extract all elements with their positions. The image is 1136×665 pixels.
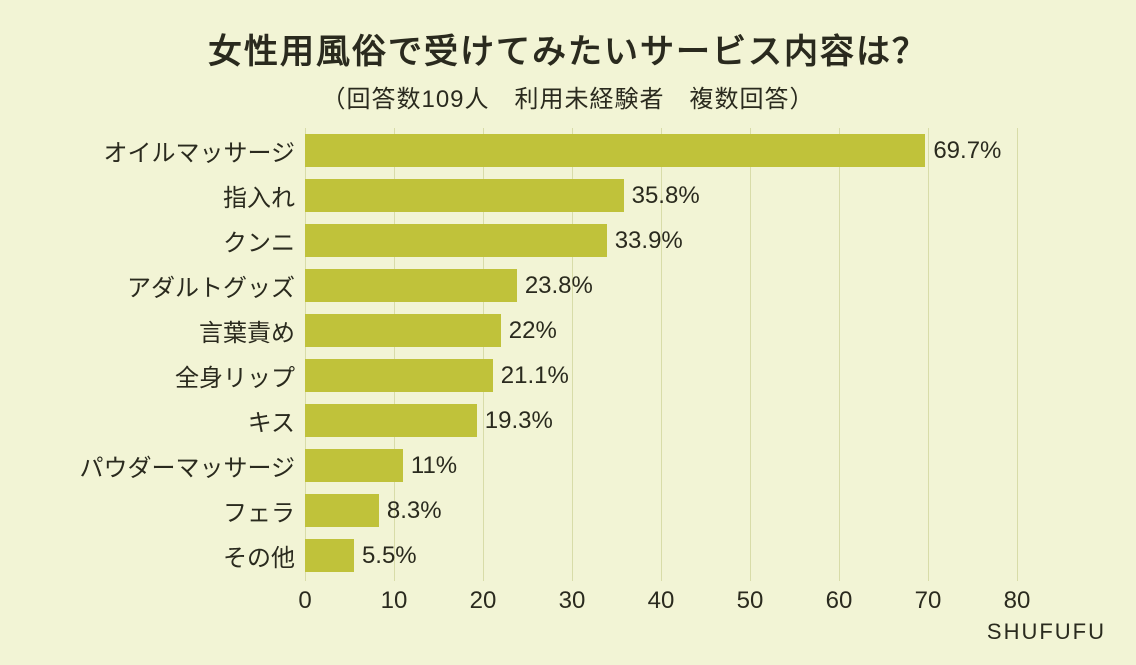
y-label: フェラ bbox=[30, 488, 295, 533]
bar-row: 35.8% bbox=[305, 173, 1106, 218]
x-tick: 40 bbox=[648, 587, 675, 615]
y-label: 指入れ bbox=[30, 173, 295, 218]
y-label: その他 bbox=[30, 533, 295, 578]
x-axis: 0 10 20 30 40 50 60 70 80 bbox=[30, 587, 1106, 617]
bar-row: 33.9% bbox=[305, 218, 1106, 263]
y-label: クンニ bbox=[30, 218, 295, 263]
bar bbox=[305, 359, 493, 392]
y-label: キス bbox=[30, 398, 295, 443]
bar-value: 8.3% bbox=[387, 497, 442, 525]
bar-value: 69.7% bbox=[933, 137, 1001, 165]
x-tick: 80 bbox=[1004, 587, 1031, 615]
bar bbox=[305, 314, 501, 347]
bar-row: 8.3% bbox=[305, 488, 1106, 533]
bar bbox=[305, 269, 517, 302]
bar bbox=[305, 539, 354, 572]
bar-row: 22% bbox=[305, 308, 1106, 353]
x-tick: 0 bbox=[298, 587, 311, 615]
bar bbox=[305, 179, 624, 212]
x-tick: 70 bbox=[915, 587, 942, 615]
bars-area: 69.7% 35.8% 33.9% 23.8% 22% 21.1% 19.3% 11% 8.3%… bbox=[305, 128, 1106, 581]
x-tick: 30 bbox=[559, 587, 586, 615]
bar-value: 33.9% bbox=[615, 227, 683, 255]
bar-value: 35.8% bbox=[632, 182, 700, 210]
bar bbox=[305, 494, 379, 527]
y-axis-labels: オイルマッサージ指入れクンニアダルトグッズ言葉責め全身リップキスパウダーマッサー… bbox=[30, 128, 305, 581]
x-axis-ticks: 01020304050607080 bbox=[305, 587, 1106, 617]
bar-value: 11% bbox=[411, 452, 457, 480]
y-label: 言葉責め bbox=[30, 308, 295, 353]
bar-row: 19.3% bbox=[305, 398, 1106, 443]
bar-row: 11% bbox=[305, 443, 1106, 488]
x-tick: 10 bbox=[381, 587, 408, 615]
plot-area: オイルマッサージ指入れクンニアダルトグッズ言葉責め全身リップキスパウダーマッサー… bbox=[30, 128, 1106, 581]
bar-value: 5.5% bbox=[362, 542, 417, 570]
bar bbox=[305, 224, 607, 257]
x-axis-spacer bbox=[30, 587, 305, 617]
y-label: 全身リップ bbox=[30, 353, 295, 398]
bar-value: 23.8% bbox=[525, 272, 593, 300]
bar bbox=[305, 449, 403, 482]
bar-row: 21.1% bbox=[305, 353, 1106, 398]
y-label: オイルマッサージ bbox=[30, 128, 295, 173]
chart-subtitle: （回答数109人 利用未経験者 複数回答） bbox=[30, 79, 1106, 114]
bar bbox=[305, 404, 477, 437]
brand-label: SHUFUFU bbox=[30, 619, 1106, 645]
bar-row: 23.8% bbox=[305, 263, 1106, 308]
y-label: パウダーマッサージ bbox=[30, 443, 295, 488]
chart-container: 女性用風俗で受けてみたいサービス内容は？ （回答数109人 利用未経験者 複数回… bbox=[0, 0, 1136, 665]
bar-value: 21.1% bbox=[501, 362, 569, 390]
bars: 69.7% 35.8% 33.9% 23.8% 22% 21.1% 19.3% 11% 8.3%… bbox=[305, 128, 1106, 581]
bar-value: 19.3% bbox=[485, 407, 553, 435]
y-label: アダルトグッズ bbox=[30, 263, 295, 308]
x-tick: 50 bbox=[737, 587, 764, 615]
x-tick: 20 bbox=[470, 587, 497, 615]
bar bbox=[305, 134, 925, 167]
bar-row: 69.7% bbox=[305, 128, 1106, 173]
x-tick: 60 bbox=[826, 587, 853, 615]
bar-value: 22% bbox=[509, 317, 557, 345]
bar-row: 5.5% bbox=[305, 533, 1106, 578]
chart-title: 女性用風俗で受けてみたいサービス内容は？ bbox=[30, 24, 1106, 73]
